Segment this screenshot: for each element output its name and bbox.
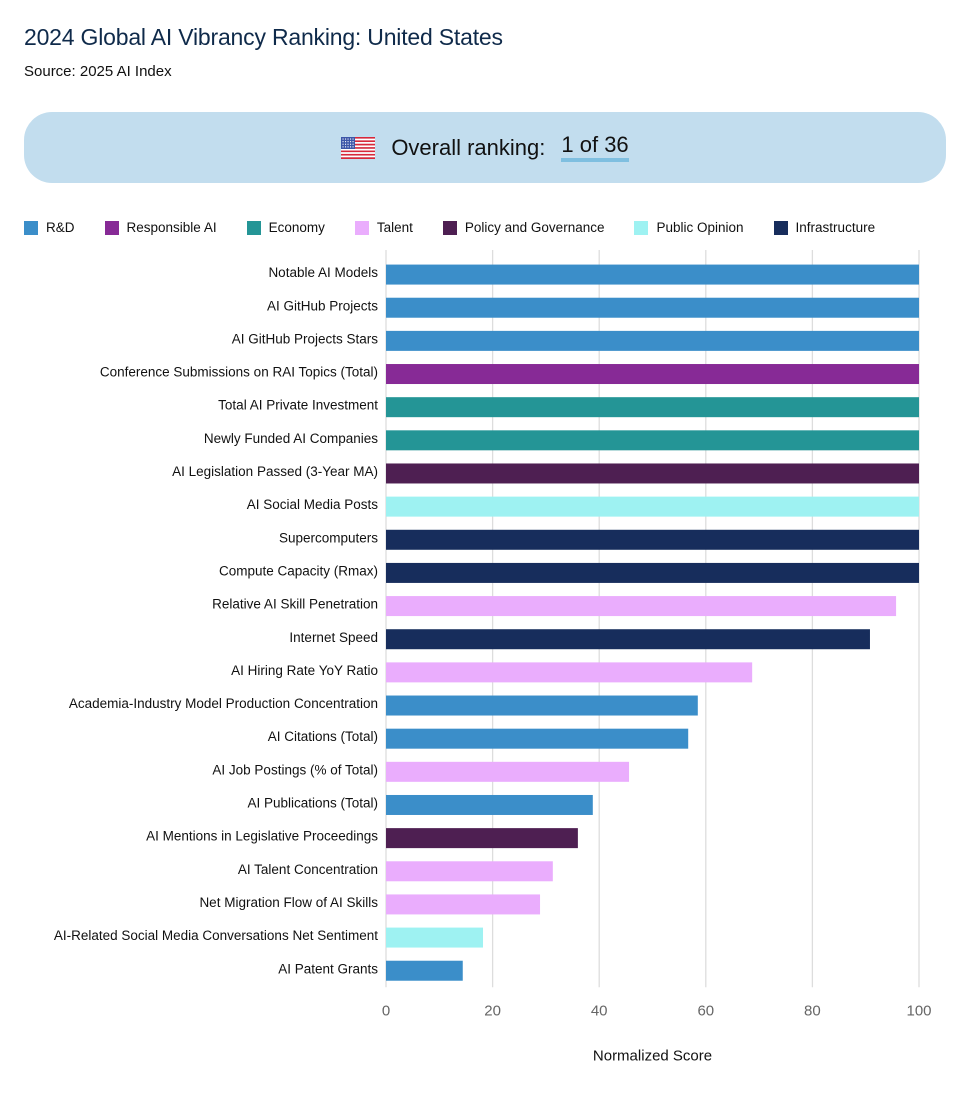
legend-swatch: [634, 220, 649, 235]
category-label: AI Job Postings (% of Total): [212, 762, 378, 777]
category-label: Notable AI Models: [268, 265, 378, 280]
legend-item: Infrastructure: [773, 220, 876, 235]
category-label: AI Hiring Rate YoY Ratio: [231, 663, 378, 678]
category-label: Net Migration Flow of AI Skills: [199, 895, 378, 910]
category-label: AI Legislation Passed (3-Year MA): [172, 464, 378, 479]
category-label: AI-Related Social Media Conversations Ne…: [54, 928, 378, 943]
legend-item: Talent: [354, 220, 413, 235]
legend-swatch: [442, 220, 457, 235]
bar: [386, 794, 593, 815]
legend-swatch: [354, 220, 369, 235]
legend-label: Responsible AI: [126, 220, 217, 235]
bar: [386, 463, 919, 484]
legend-label: Public Opinion: [656, 220, 744, 235]
legend-label: R&D: [46, 220, 75, 235]
category-label: AI Social Media Posts: [247, 497, 379, 512]
page-title: 2024 Global AI Vibrancy Ranking: United …: [24, 24, 503, 50]
x-tick-label: 20: [484, 1002, 501, 1019]
bar: [386, 397, 919, 418]
bar: [386, 761, 630, 782]
ranking-value: 1 of 36: [561, 133, 629, 162]
category-label: Total AI Private Investment: [218, 398, 378, 413]
bar: [386, 629, 870, 650]
x-tick-label: 80: [804, 1002, 821, 1019]
bar: [386, 330, 919, 351]
category-label: Newly Funded AI Companies: [204, 431, 378, 446]
legend-label: Infrastructure: [795, 220, 876, 235]
bar: [386, 297, 919, 318]
bar: [386, 596, 897, 617]
bar: [386, 894, 541, 915]
legend-swatch: [246, 220, 261, 235]
bar: [386, 662, 753, 683]
bar: [386, 529, 919, 550]
bar: [386, 861, 553, 882]
x-tick-label: 40: [591, 1002, 608, 1019]
bar: [386, 430, 919, 451]
bar: [386, 728, 689, 749]
category-label: AI GitHub Projects: [267, 298, 378, 313]
legend-item: Economy: [246, 220, 325, 235]
legend-label: Talent: [376, 220, 413, 235]
source-note: Source: 2025 AI Index: [24, 63, 172, 80]
bar: [386, 496, 919, 517]
bar: [386, 695, 698, 716]
bar: [386, 264, 919, 285]
x-axis-title: Normalized Score: [593, 1047, 712, 1064]
legend-item: Public Opinion: [634, 220, 744, 235]
bar: [386, 828, 578, 849]
legend-item: R&D: [24, 220, 75, 235]
legend-item: Policy and Governance: [442, 220, 605, 235]
bar: [386, 364, 919, 385]
category-label: AI Talent Concentration: [238, 862, 378, 877]
legend-swatch: [104, 220, 119, 235]
category-label: AI Patent Grants: [278, 961, 378, 976]
category-label: Internet Speed: [289, 630, 378, 645]
category-label: Compute Capacity (Rmax): [219, 563, 378, 578]
category-label: Academia-Industry Model Production Conce…: [69, 696, 378, 711]
legend-label: Policy and Governance: [464, 220, 605, 235]
legend-item: Responsible AI: [104, 220, 217, 235]
category-label: Relative AI Skill Penetration: [212, 597, 378, 612]
category-label: AI Publications (Total): [247, 796, 378, 811]
category-label: AI GitHub Projects Stars: [232, 331, 379, 346]
overall-ranking-banner: Overall ranking: 1 of 36: [24, 112, 946, 183]
bar: [386, 960, 463, 981]
bar: [386, 562, 919, 583]
ranking-label: Overall ranking:: [391, 134, 546, 160]
legend-label: Economy: [268, 220, 325, 235]
bar: [386, 927, 484, 948]
category-label: AI Citations (Total): [268, 729, 378, 744]
legend-swatch: [24, 220, 38, 235]
x-tick-label: 0: [382, 1002, 390, 1019]
category-label: Supercomputers: [279, 530, 378, 545]
x-tick-label: 100: [906, 1002, 931, 1019]
category-label: Conference Submissions on RAI Topics (To…: [100, 365, 378, 380]
bar-chart: Notable AI Models AI GitHub Projects AI Gi…: [54, 250, 932, 1064]
chart-legend: R&D Responsible AI Economy Talent Policy and…: [24, 220, 905, 235]
legend-swatch: [773, 220, 788, 235]
us-flag-icon: [341, 136, 376, 159]
x-tick-label: 60: [697, 1002, 714, 1019]
category-label: AI Mentions in Legislative Proceedings: [146, 829, 378, 844]
